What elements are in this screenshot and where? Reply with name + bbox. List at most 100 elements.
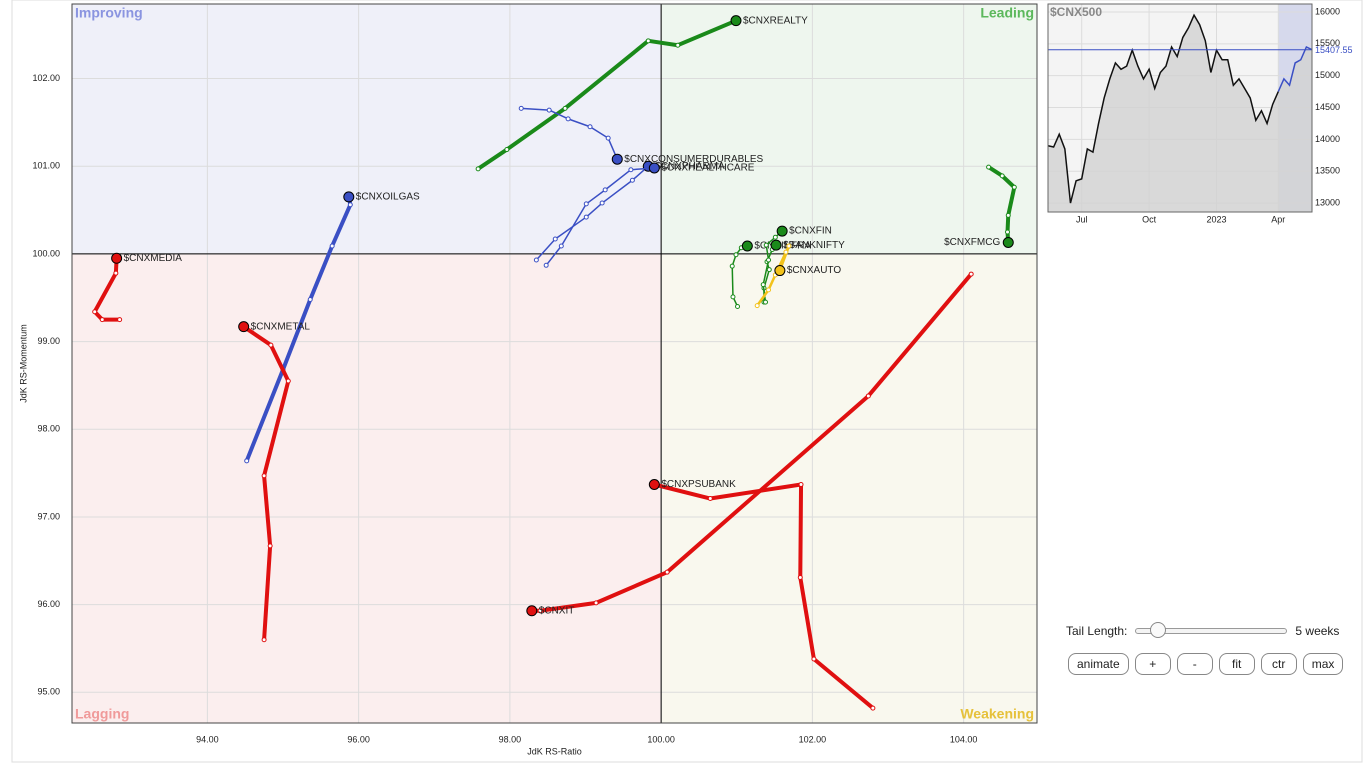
head-point xyxy=(730,15,742,27)
tail-point xyxy=(113,270,119,276)
tail-point xyxy=(730,294,736,300)
tail-point xyxy=(999,173,1005,179)
head-point xyxy=(526,605,538,617)
series-label: $CNXFMCG xyxy=(944,237,1000,248)
tail-point xyxy=(533,257,539,263)
tail-point xyxy=(797,574,803,580)
x-tick-label: Apr xyxy=(1271,214,1285,224)
tail-point xyxy=(329,243,335,249)
control-button[interactable]: animate xyxy=(1068,653,1129,675)
y-tick-label: 13500 xyxy=(1315,166,1340,176)
tail-point xyxy=(675,42,681,48)
tail-point xyxy=(798,482,804,488)
x-tick-label: Jul xyxy=(1076,214,1088,224)
tail-point xyxy=(565,116,571,122)
series-label: $CNXPSUBANK xyxy=(661,479,736,490)
x-tick-label: 102.00 xyxy=(799,734,827,744)
tail-point xyxy=(786,243,792,249)
tail-point xyxy=(968,271,974,277)
tail-point xyxy=(244,458,250,464)
tail-point xyxy=(766,257,772,263)
slider-knob[interactable] xyxy=(1150,622,1167,638)
head-point xyxy=(648,479,660,491)
series-label: $CNXHEALTHCARE xyxy=(661,163,754,174)
control-button[interactable]: max xyxy=(1302,653,1344,675)
tail-point xyxy=(504,147,510,153)
tail xyxy=(520,107,619,160)
tail-point xyxy=(1005,229,1011,235)
head-point xyxy=(343,191,355,203)
y-tick-label: 95.00 xyxy=(37,687,60,697)
inset-title: $CNX500 xyxy=(1050,5,1102,19)
control-button[interactable]: ctr xyxy=(1260,653,1297,675)
x-tick-label: 104.00 xyxy=(950,734,978,744)
y-tick-label: 14000 xyxy=(1315,134,1340,144)
tail-point xyxy=(707,496,713,502)
y-tick-label: 98.00 xyxy=(37,424,60,434)
control-button[interactable]: fit xyxy=(1218,653,1255,675)
tail-point xyxy=(1011,184,1017,190)
head-point xyxy=(774,265,786,277)
tail-point xyxy=(733,252,739,258)
series-label: $CNXPHARMA xyxy=(655,161,725,172)
tail xyxy=(755,244,791,307)
tail-point xyxy=(267,543,273,549)
x-tick-label: 98.00 xyxy=(499,734,522,744)
series-label: $CNXIT xyxy=(539,605,575,616)
price-line-recent xyxy=(1277,45,1313,92)
head-point xyxy=(611,153,623,165)
controls: Tail Length: 5 weeks animate + - fit ctr max xyxy=(1066,622,1356,675)
x-tick-label: 2023 xyxy=(1206,214,1226,224)
y-tick-label: 102.00 xyxy=(32,73,60,83)
last-price-label: 15407.55 xyxy=(1315,45,1353,55)
control-button[interactable]: - xyxy=(1176,653,1213,675)
tail xyxy=(476,18,739,171)
head-point xyxy=(770,239,782,251)
tail-point xyxy=(754,303,760,309)
tail-point xyxy=(811,656,817,662)
tail-point xyxy=(1005,212,1011,218)
tail-point xyxy=(772,234,778,240)
series-label: $CNXMETAL xyxy=(251,321,311,332)
head-point xyxy=(776,225,788,237)
x-axis-title: JdK RS-Ratio xyxy=(527,746,582,756)
series-label: $CNXREALTY xyxy=(743,15,808,26)
quadrant-label: Lagging xyxy=(75,706,129,722)
tail-point xyxy=(766,267,772,273)
quadrant-label: Improving xyxy=(75,5,143,21)
tail-slider[interactable] xyxy=(1135,622,1288,638)
tail-point xyxy=(729,263,735,269)
y-tick-label: 15000 xyxy=(1315,70,1340,80)
tail xyxy=(545,167,656,267)
tail-point xyxy=(518,105,524,111)
area xyxy=(1048,15,1312,213)
head-point xyxy=(741,240,753,252)
tail-point xyxy=(783,249,789,255)
tail-point xyxy=(645,38,651,44)
tail-point xyxy=(766,287,772,293)
x-tick-label: 94.00 xyxy=(196,734,219,744)
head-point xyxy=(238,321,250,333)
quadrant-label: Leading xyxy=(980,5,1034,21)
tail-point xyxy=(865,393,871,399)
tail-point xyxy=(763,242,769,248)
quadrant xyxy=(72,253,662,723)
tail-point xyxy=(599,200,605,206)
tail-point xyxy=(664,569,670,575)
quadrant xyxy=(72,4,662,254)
tail-point xyxy=(605,135,611,141)
quadrant-label: Weakening xyxy=(960,706,1034,722)
tail-point xyxy=(307,296,313,302)
inset-border xyxy=(1047,3,1313,213)
x-tick-label: 96.00 xyxy=(347,734,370,744)
tail xyxy=(652,482,875,711)
tail-point xyxy=(735,304,741,310)
control-button[interactable]: + xyxy=(1134,653,1171,675)
y-tick-label: 16000 xyxy=(1315,6,1340,16)
tail-point xyxy=(347,202,353,208)
tail-point xyxy=(583,201,589,207)
tail-point xyxy=(552,236,558,242)
tail-point xyxy=(543,262,549,268)
